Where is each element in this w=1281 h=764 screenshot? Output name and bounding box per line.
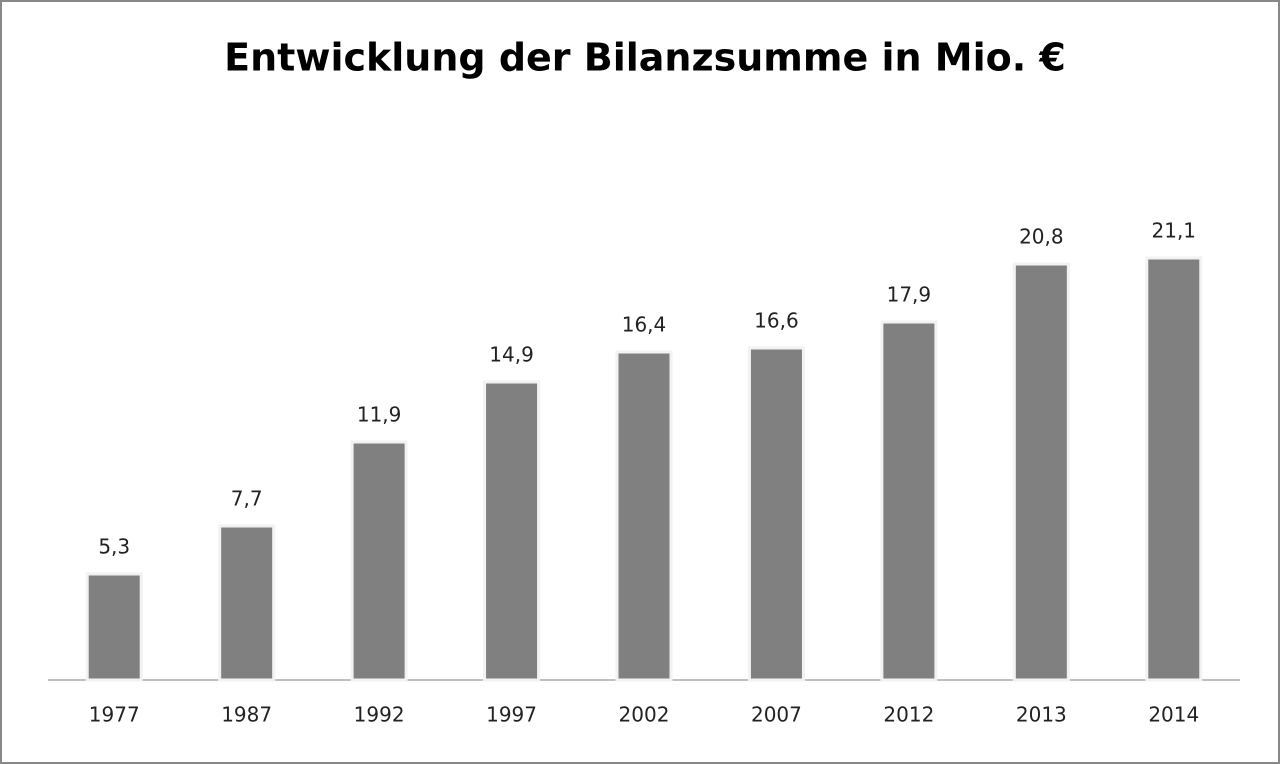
x-tick-label: 1997 [486, 703, 537, 727]
x-tick-label: 1987 [221, 703, 272, 727]
x-tick-label: 2002 [619, 703, 670, 727]
x-tick-label: 2014 [1148, 703, 1199, 727]
bar [350, 440, 408, 682]
data-label: 5,3 [98, 535, 130, 559]
bar [747, 346, 805, 682]
x-tick-label: 2007 [751, 703, 802, 727]
data-label: 11,9 [357, 403, 402, 427]
data-label: 7,7 [231, 487, 263, 511]
data-label: 20,8 [1019, 225, 1064, 249]
bar [615, 350, 673, 682]
data-label: 21,1 [1152, 219, 1197, 243]
chart-title: Entwicklung der Bilanzsumme in Mio. € [224, 36, 1066, 80]
data-label: 16,6 [754, 309, 799, 333]
x-tick-label: 2012 [883, 703, 934, 727]
bar [483, 380, 541, 682]
bar [1145, 256, 1203, 682]
x-tick-label: 1992 [354, 703, 405, 727]
bar [880, 320, 938, 682]
bar [1012, 262, 1070, 682]
x-tick-label: 2013 [1016, 703, 1067, 727]
x-tick-label: 1977 [89, 703, 140, 727]
data-label: 14,9 [489, 343, 534, 367]
bar [218, 524, 276, 682]
data-label: 16,4 [622, 313, 667, 337]
data-label: 17,9 [887, 283, 932, 307]
bar [85, 572, 143, 682]
